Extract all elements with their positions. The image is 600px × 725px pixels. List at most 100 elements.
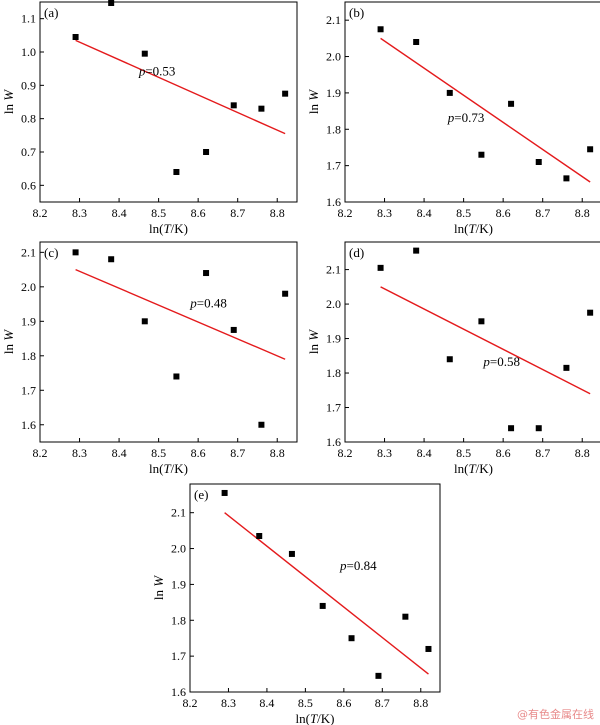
data-point: [587, 309, 594, 316]
y-tick-label: 1.8: [326, 366, 341, 380]
x-tick-label: 8.3: [377, 446, 392, 460]
x-axis-label: ln(T/K): [295, 711, 334, 725]
y-tick-label: 2.0: [171, 542, 186, 556]
data-point: [230, 102, 237, 109]
data-point: [141, 318, 148, 325]
data-point: [402, 613, 409, 620]
data-point: [535, 159, 542, 165]
data-point: [508, 425, 515, 432]
y-tick-label: 1.7: [171, 649, 186, 663]
data-point: [478, 151, 485, 158]
x-tick-label: 8.7: [230, 206, 245, 220]
panel-label: (d): [349, 245, 364, 260]
correlation-annotation: p=0.48: [189, 296, 227, 311]
data-point: [563, 175, 570, 182]
y-tick-label: 1.9: [171, 577, 186, 591]
y-tick-label: 0.8: [21, 112, 36, 126]
y-tick-label: 1.7: [21, 383, 36, 397]
fit-line: [380, 37, 591, 183]
x-tick-label: 8.8: [270, 446, 285, 460]
x-tick-label: 8.8: [575, 446, 590, 460]
y-tick-label: 2.0: [326, 50, 341, 64]
fit-line: [75, 39, 286, 135]
data-point: [141, 50, 148, 57]
data-point: [563, 364, 570, 371]
data-point: [108, 256, 115, 263]
panel-label: (a): [44, 5, 58, 20]
data-point: [288, 550, 295, 557]
y-tick-label: 1.6: [326, 435, 341, 449]
data-point: [478, 318, 485, 325]
y-tick-label: 2.1: [21, 245, 36, 259]
correlation-annotation: p=0.84: [339, 558, 377, 573]
y-tick-label: 1.0: [21, 45, 36, 59]
x-tick-label: 8.6: [191, 206, 206, 220]
x-tick-label: 8.7: [535, 446, 550, 460]
plot-frame: [344, 1, 600, 203]
correlation-annotation: p=0.53: [138, 63, 176, 78]
x-tick-label: 8.3: [72, 206, 87, 220]
panel-d: 8.2 8.3 8.4 8.5 8.6 8.7 8.8 1.6 1.7 1.8 1.9 2.0 2.1 l…: [306, 241, 600, 476]
data-point: [348, 635, 355, 642]
data-point: [446, 89, 453, 96]
y-tick-label: 2.1: [326, 13, 341, 27]
x-tick-label: 8.7: [535, 206, 550, 220]
x-tick-label: 8.4: [112, 446, 127, 460]
y-axis-label: ln W: [1, 329, 16, 354]
data-point: [173, 169, 180, 175]
x-tick-label: 8.2: [183, 696, 198, 710]
x-tick-label: 8.5: [151, 446, 166, 460]
data-point: [258, 421, 265, 428]
x-tick-label: 8.3: [377, 206, 392, 220]
data-point: [72, 249, 79, 256]
y-tick-label: 2.1: [171, 506, 186, 520]
y-tick-label: 1.8: [21, 349, 36, 363]
x-axis-label: ln(T/K): [454, 221, 493, 236]
data-point: [221, 489, 228, 496]
plot-frame: [39, 1, 298, 203]
panel-label: (e): [194, 487, 208, 502]
correlation-annotation: p=0.58: [482, 354, 520, 369]
y-tick-label: 1.1: [21, 12, 36, 26]
fit-line: [75, 268, 286, 360]
data-point: [413, 247, 420, 254]
data-point: [203, 270, 210, 277]
x-tick-label: 8.2: [338, 206, 353, 220]
y-tick-label: 2.0: [326, 297, 341, 311]
panel-b: 8.2 8.3 8.4 8.5 8.6 8.7 8.8 1.6 1.7 1.8 1.9 2.0 2.1 l…: [306, 1, 600, 236]
x-tick-label: 8.7: [375, 696, 390, 710]
y-tick-label: 1.7: [326, 401, 341, 415]
y-tick-label: 0.9: [21, 78, 36, 92]
y-tick-label: 1.7: [326, 159, 341, 173]
data-point: [173, 373, 180, 380]
data-point: [203, 149, 210, 155]
y-tick-label: 0.6: [21, 178, 36, 192]
plot-frame: [39, 241, 298, 443]
watermark-text: @有色金属在线: [517, 708, 594, 721]
panel-a: 8.2 8.3 8.4 8.5 8.6 8.7 8.8 0.6 0.7 0.8 0.9 1.0 1.1 l…: [1, 0, 298, 236]
data-point: [425, 645, 432, 652]
x-tick-label: 8.3: [72, 446, 87, 460]
data-point: [535, 425, 542, 432]
data-point: [256, 533, 263, 539]
y-tick-label: 1.9: [326, 86, 341, 100]
panel-label: (c): [44, 245, 58, 260]
y-tick-label: 1.6: [171, 685, 186, 699]
data-point: [319, 602, 326, 609]
x-tick-label: 8.5: [456, 446, 471, 460]
data-point: [508, 100, 515, 107]
x-tick-label: 8.5: [456, 206, 471, 220]
data-point: [446, 356, 453, 363]
data-point: [413, 39, 420, 45]
fit-line: [224, 512, 429, 675]
data-point: [282, 90, 289, 97]
x-tick-label: 8.3: [221, 696, 236, 710]
x-tick-label: 8.8: [575, 206, 590, 220]
panel-e: 8.2 8.3 8.4 8.5 8.6 8.7 8.8 1.6 1.7 1.8 1.9 2.0 2.1 l…: [151, 483, 441, 725]
data-point: [230, 326, 237, 333]
x-tick-label: 8.4: [417, 446, 432, 460]
plot-frame: [344, 241, 600, 443]
x-axis-label: ln(T/K): [454, 461, 493, 476]
correlation-annotation: p=0.73: [447, 110, 485, 125]
